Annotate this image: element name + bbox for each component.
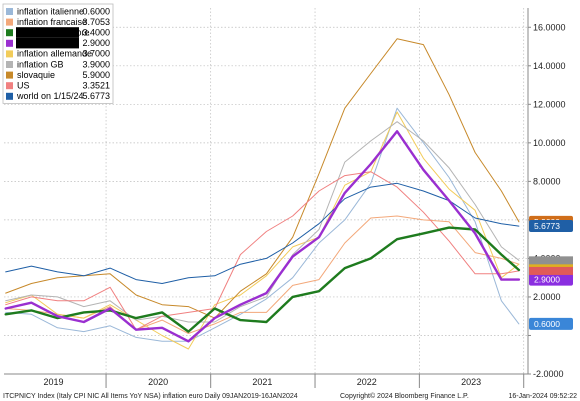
legend-item: inflation GB 3.9000 [6,59,110,69]
value-badge: 5.6773 [529,220,573,233]
series-line-us [5,171,520,331]
series-line-slovaquie [5,38,520,319]
value-badge [529,266,573,275]
footer-left: ITCPNICY Index (Italy CPI NIC All Items … [3,393,298,400]
y-tick-label: 14.0000 [533,61,566,71]
legend-label: inflation francaise [17,17,87,27]
y-tick-label: 16.0000 [533,22,566,32]
value-badge-bg [529,273,573,286]
legend-value: 2.9000 [82,38,110,48]
legend-value: 3.3521 [82,81,110,91]
series-line-inflation-euro-core [4,226,521,333]
y-tick-label: 8.0000 [533,176,561,186]
legend-box [2,3,114,104]
x-tick-label: 2023 [461,377,481,387]
value-badge-bg [529,317,573,330]
value-badge-bg [529,266,573,275]
legend-label: inflation italienne [17,6,84,16]
x-tick-label: 2019 [43,377,63,387]
value-badge: 2.9000 [529,273,573,286]
series-line-inflation-gb [5,121,520,323]
legend-value: 3.7053 [82,17,110,27]
x-tick-label: 2020 [148,377,168,387]
legend-item: slovaquie 5.9000 [6,70,110,80]
legend-label: inflation allemande [17,49,92,59]
legend-label: US [17,81,30,91]
legend-swatch [6,18,13,26]
value-badge-text: 5.6773 [534,221,560,231]
footer-copyright: Copyright© 2024 Bloomberg Finance L.P. [340,392,469,400]
legend-value: 3.7000 [82,49,110,59]
legend-value: 0.6000 [82,6,110,16]
series-line-inflation-euro [4,130,521,343]
legend-label: inflation Euro core [17,28,90,38]
y-tick-label: 12.0000 [533,99,566,109]
legend-item: inflation Euro 2.9000 [6,37,110,49]
legend-label: world on 1/15/24 [16,91,84,101]
legend-swatch [6,29,13,37]
legend-value: 3.4000 [82,28,110,38]
legend-label: slovaquie [17,70,55,80]
footer-timestamp: 16-Jan-2024 09:52:22 [509,393,578,400]
series-line-inflation-allemande [5,111,520,350]
y-tick-label: 10.0000 [533,138,566,148]
legend-item: US 3.3521 [6,81,110,91]
legend-swatch [6,50,13,58]
legend-label: inflation Euro [17,38,70,48]
legend-swatch [6,92,13,100]
legend-label: inflation GB [17,59,64,69]
legend-value: 3.9000 [82,59,110,69]
x-tick-label: 2021 [252,377,272,387]
value-badge-text: 0.6000 [534,319,560,329]
legend-swatch [6,82,13,90]
series-layer [4,38,521,350]
x-axis-ticks: 2019 2020 2021 2022 2023 [43,374,525,388]
legend-swatch [6,61,13,68]
series-line-world-on-1-15-24 [5,182,520,284]
legend-item-highlight [16,37,79,49]
legend-swatch [6,71,13,79]
series-line-inflation-italienne [5,107,520,342]
footer: ITCPNICY Index (Italy CPI NIC All Items … [3,392,577,400]
series-line-inflation-francaise [5,215,520,334]
legend-swatch [6,39,13,47]
y-tick-label: 2.0000 [533,292,561,302]
value-badge-text: 2.9000 [534,275,560,285]
value-badge: 0.6000 [529,317,573,330]
legend-value: 5.6773 [82,91,110,101]
legend-value: 5.9000 [82,70,110,80]
legend-item: world on 1/15/245.6773 [6,91,110,101]
y-tick-label: -2.0000 [533,369,564,379]
x-tick-label: 2022 [357,377,377,387]
value-badge [529,256,573,265]
legend-swatch [6,8,13,15]
value-badge-bg [529,256,573,265]
value-badge-bg [529,220,573,233]
legend-item-highlight [16,27,79,38]
